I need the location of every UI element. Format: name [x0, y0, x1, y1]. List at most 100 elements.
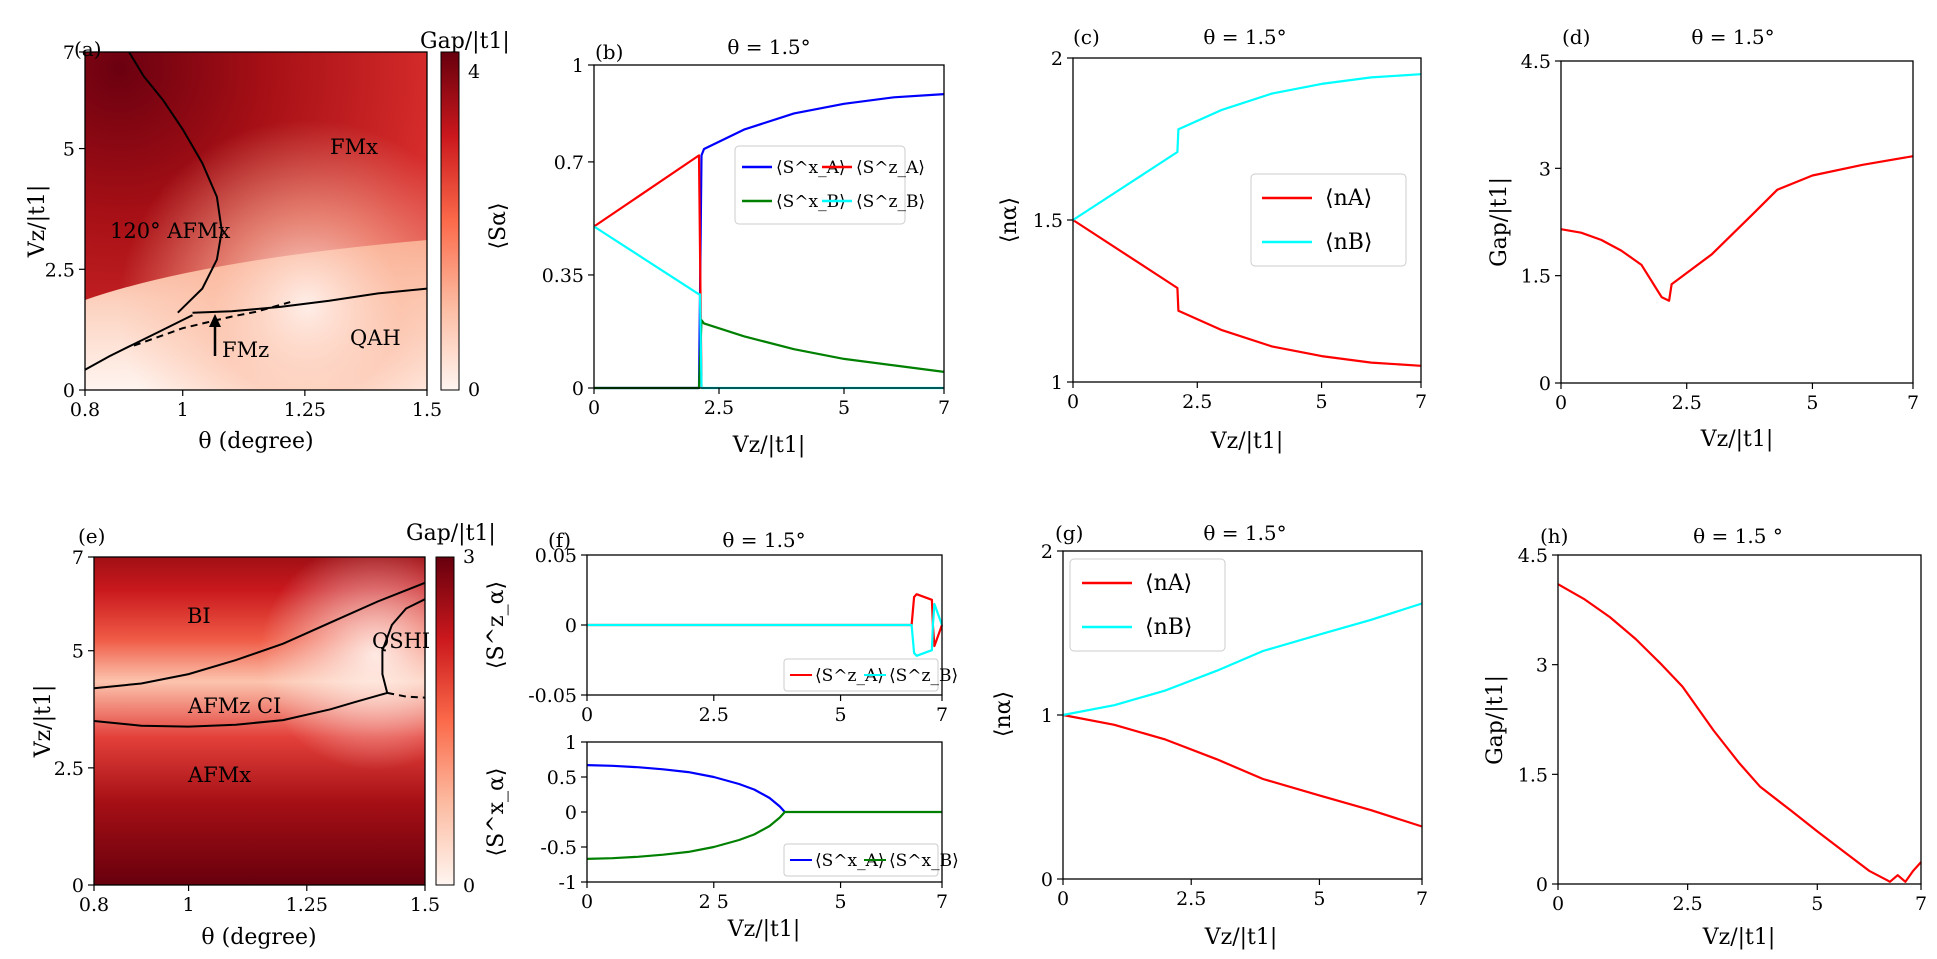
- panel-e-xlabel: θ (degree): [201, 925, 316, 950]
- x-tick-label-g-2: 5: [1313, 888, 1325, 910]
- phase-boundary-a-3: [133, 301, 291, 347]
- panel-h-label: (h): [1540, 524, 1569, 548]
- panel-a: 0.8 1 1.25 1.502.557 (a) FMx 120° AFMx QAH …: [25, 29, 510, 454]
- panel-d-ylabel: Gap/|t1|: [1487, 177, 1512, 267]
- x-tick-label-b-0: 0: [588, 397, 600, 419]
- y-tick-label-c-2: 2: [1051, 48, 1063, 70]
- panel-d-title: θ = 1.5°: [1691, 25, 1774, 49]
- y-tick-label-d-1: 1.5: [1521, 266, 1551, 288]
- series-line-g-1: [1062, 602, 1423, 717]
- y-tick-label-f_bottom-3: 0.5: [547, 767, 577, 789]
- legend-label-fsza: ⟨S^z_A⟩: [815, 666, 884, 686]
- x-tick-label-b-3: 7: [938, 397, 950, 419]
- panel-e: 0.8 1 1.25 1.5 0 2.5 5 7 (e) BI QSHI AFMz CI AF…: [31, 521, 496, 950]
- region-label-fmz: FMz: [222, 338, 269, 362]
- x-tick-label-f_top-2: 5: [835, 704, 847, 726]
- panel-c: 0 2.5 5 7 1 1.5 2 (c) θ = 1.5° Vz/|t1| ⟨nα⟩ ⟨n…: [997, 25, 1427, 454]
- panel-h: 0 2.5 5 7 0 1.5 3 4.5 (h) θ = 1.5 ° Vz/|t1| Gap…: [1483, 524, 1927, 950]
- panel-c-series: [1072, 73, 1422, 367]
- region-label-bi: BI: [187, 604, 211, 628]
- panel-h-series: [1557, 583, 1922, 883]
- y-tick-label-f_top-2: 0.05: [535, 545, 577, 567]
- series-line-c-0: [1072, 219, 1422, 367]
- y-tick-label-c-0: 1: [1051, 372, 1063, 394]
- panel-d-series: [1560, 155, 1914, 302]
- x-tick-label-f_top-1: 2.5: [699, 704, 729, 726]
- x-tick-label-f_bottom-1: 2 5: [699, 891, 729, 913]
- legend-label-fsxa: ⟨S^x_A⟩: [815, 851, 885, 871]
- x-tick-label-a-2: 1.25: [284, 399, 326, 421]
- y-tick-label-f_top-1: 0: [565, 615, 577, 637]
- series-line-h-0: [1557, 583, 1922, 883]
- x-tick-label-e-2: 1.25: [286, 894, 328, 916]
- x-tick-label-g-0: 0: [1057, 888, 1069, 910]
- panel-f-bottom-ylabel: ⟨S^x_α⟩: [484, 768, 509, 857]
- panel-g-legend: ⟨nA⟩ ⟨nB⟩: [1069, 558, 1226, 652]
- x-tick-label-g-3: 7: [1416, 888, 1428, 910]
- panel-b-title: θ = 1.5°: [727, 35, 810, 59]
- region-label-qshi: QSHI: [372, 629, 430, 653]
- panel-a-colorbar-tick-min: 0: [468, 379, 480, 401]
- region-label-afmx: AFMx: [187, 763, 251, 787]
- x-tick-label-h-3: 7: [1915, 893, 1927, 915]
- y-tick-label-e-1: 2.5: [54, 758, 84, 780]
- y-tick-label-b-0: 0: [572, 378, 584, 400]
- x-tick-label-a-3: 1.5: [412, 399, 442, 421]
- x-tick-label-h-0: 0: [1552, 893, 1564, 915]
- y-tick-label-b-1: 0.35: [542, 265, 584, 287]
- panel-g-label: (g): [1055, 521, 1083, 545]
- series-line-c-1: [1072, 73, 1422, 221]
- panel-h-frame: [1557, 554, 1922, 885]
- panel-g-ticks: 0 2.5 5 7 0 1 2: [1041, 541, 1428, 910]
- panel-g: 0 2.5 5 7 0 1 2 (g) θ = 1.5° Vz/|t1| ⟨nα⟩ ⟨nA⟩…: [991, 521, 1428, 950]
- legend-label-gna: ⟨nA⟩: [1145, 571, 1192, 596]
- x-tick-label-e-3: 1.5: [410, 894, 440, 916]
- x-tick-label-e-0: 0.8: [79, 894, 109, 916]
- panel-b-legend: ⟨S^x_A⟩ ⟨S^z_A⟩ ⟨S^x_B⟩ ⟨S^z_B⟩: [734, 145, 925, 225]
- panel-e-frame: [93, 556, 426, 886]
- panel-c-title: θ = 1.5°: [1203, 25, 1286, 49]
- phase-boundary-a-2: [192, 287, 428, 314]
- fmz-arrow-head: [209, 314, 221, 327]
- panel-e-colorbar-tick-max: 3: [463, 546, 475, 568]
- y-tick-label-a-0: 0: [63, 380, 75, 402]
- panel-f-bottom-series: [586, 764, 942, 860]
- panel-e-colorbar-tick-min: 0: [463, 875, 475, 897]
- x-tick-label-f_top-3: 7: [936, 704, 948, 726]
- x-tick-label-c-2: 5: [1316, 391, 1328, 413]
- y-tick-label-d-0: 0: [1539, 373, 1551, 395]
- x-tick-label-e-1: 1: [183, 894, 195, 916]
- y-tick-label-e-3: 7: [72, 547, 84, 569]
- x-tick-label-d-2: 5: [1806, 392, 1818, 414]
- panel-e-boundaries: [93, 581, 426, 728]
- legend-label-nb: ⟨nB⟩: [1325, 230, 1373, 255]
- region-label-qah: QAH: [350, 326, 401, 350]
- phase-boundary-a-0: [128, 51, 223, 314]
- y-tick-label-a-2: 5: [63, 139, 75, 161]
- x-tick-label-d-1: 2.5: [1672, 392, 1702, 414]
- panel-a-colorbar-label: Gap/|t1|: [420, 29, 510, 54]
- y-tick-label-f_top-0: -0.05: [528, 685, 577, 707]
- legend-label-fszb: ⟨S^z_B⟩: [889, 666, 958, 686]
- panel-f-title: θ = 1.5°: [722, 528, 805, 552]
- y-tick-label-e-2: 5: [72, 641, 84, 663]
- phase-boundary-e-2: [381, 598, 426, 694]
- series-line-b-0: [594, 93, 945, 390]
- x-tick-label-a-0: 0.8: [70, 399, 100, 421]
- panel-g-ylabel: ⟨nα⟩: [991, 691, 1016, 737]
- panel-g-xlabel: Vz/|t1|: [1204, 925, 1278, 950]
- panel-c-ticks: 0 2.5 5 7 1 1.5 2: [1033, 48, 1427, 413]
- panel-d-xlabel: Vz/|t1|: [1700, 427, 1774, 452]
- series-line-f_top-1: [587, 602, 944, 657]
- x-tick-label-f_bottom-2: 5: [835, 891, 847, 913]
- y-tick-label-a-3: 7: [63, 42, 75, 64]
- y-tick-label-f_bottom-2: 0: [565, 802, 577, 824]
- y-tick-label-g-1: 1: [1041, 705, 1053, 727]
- panel-h-title: θ = 1.5 °: [1693, 524, 1783, 548]
- panel-b-ylabel: ⟨Sα⟩: [486, 202, 511, 249]
- panel-b-legend-box: [734, 145, 906, 225]
- panel-c-ylabel: ⟨nα⟩: [997, 197, 1022, 243]
- phase-boundary-a-1: [84, 314, 193, 371]
- panel-d-ticks: 0 2.5 5 7 0 1.5 3 4.5: [1521, 51, 1919, 414]
